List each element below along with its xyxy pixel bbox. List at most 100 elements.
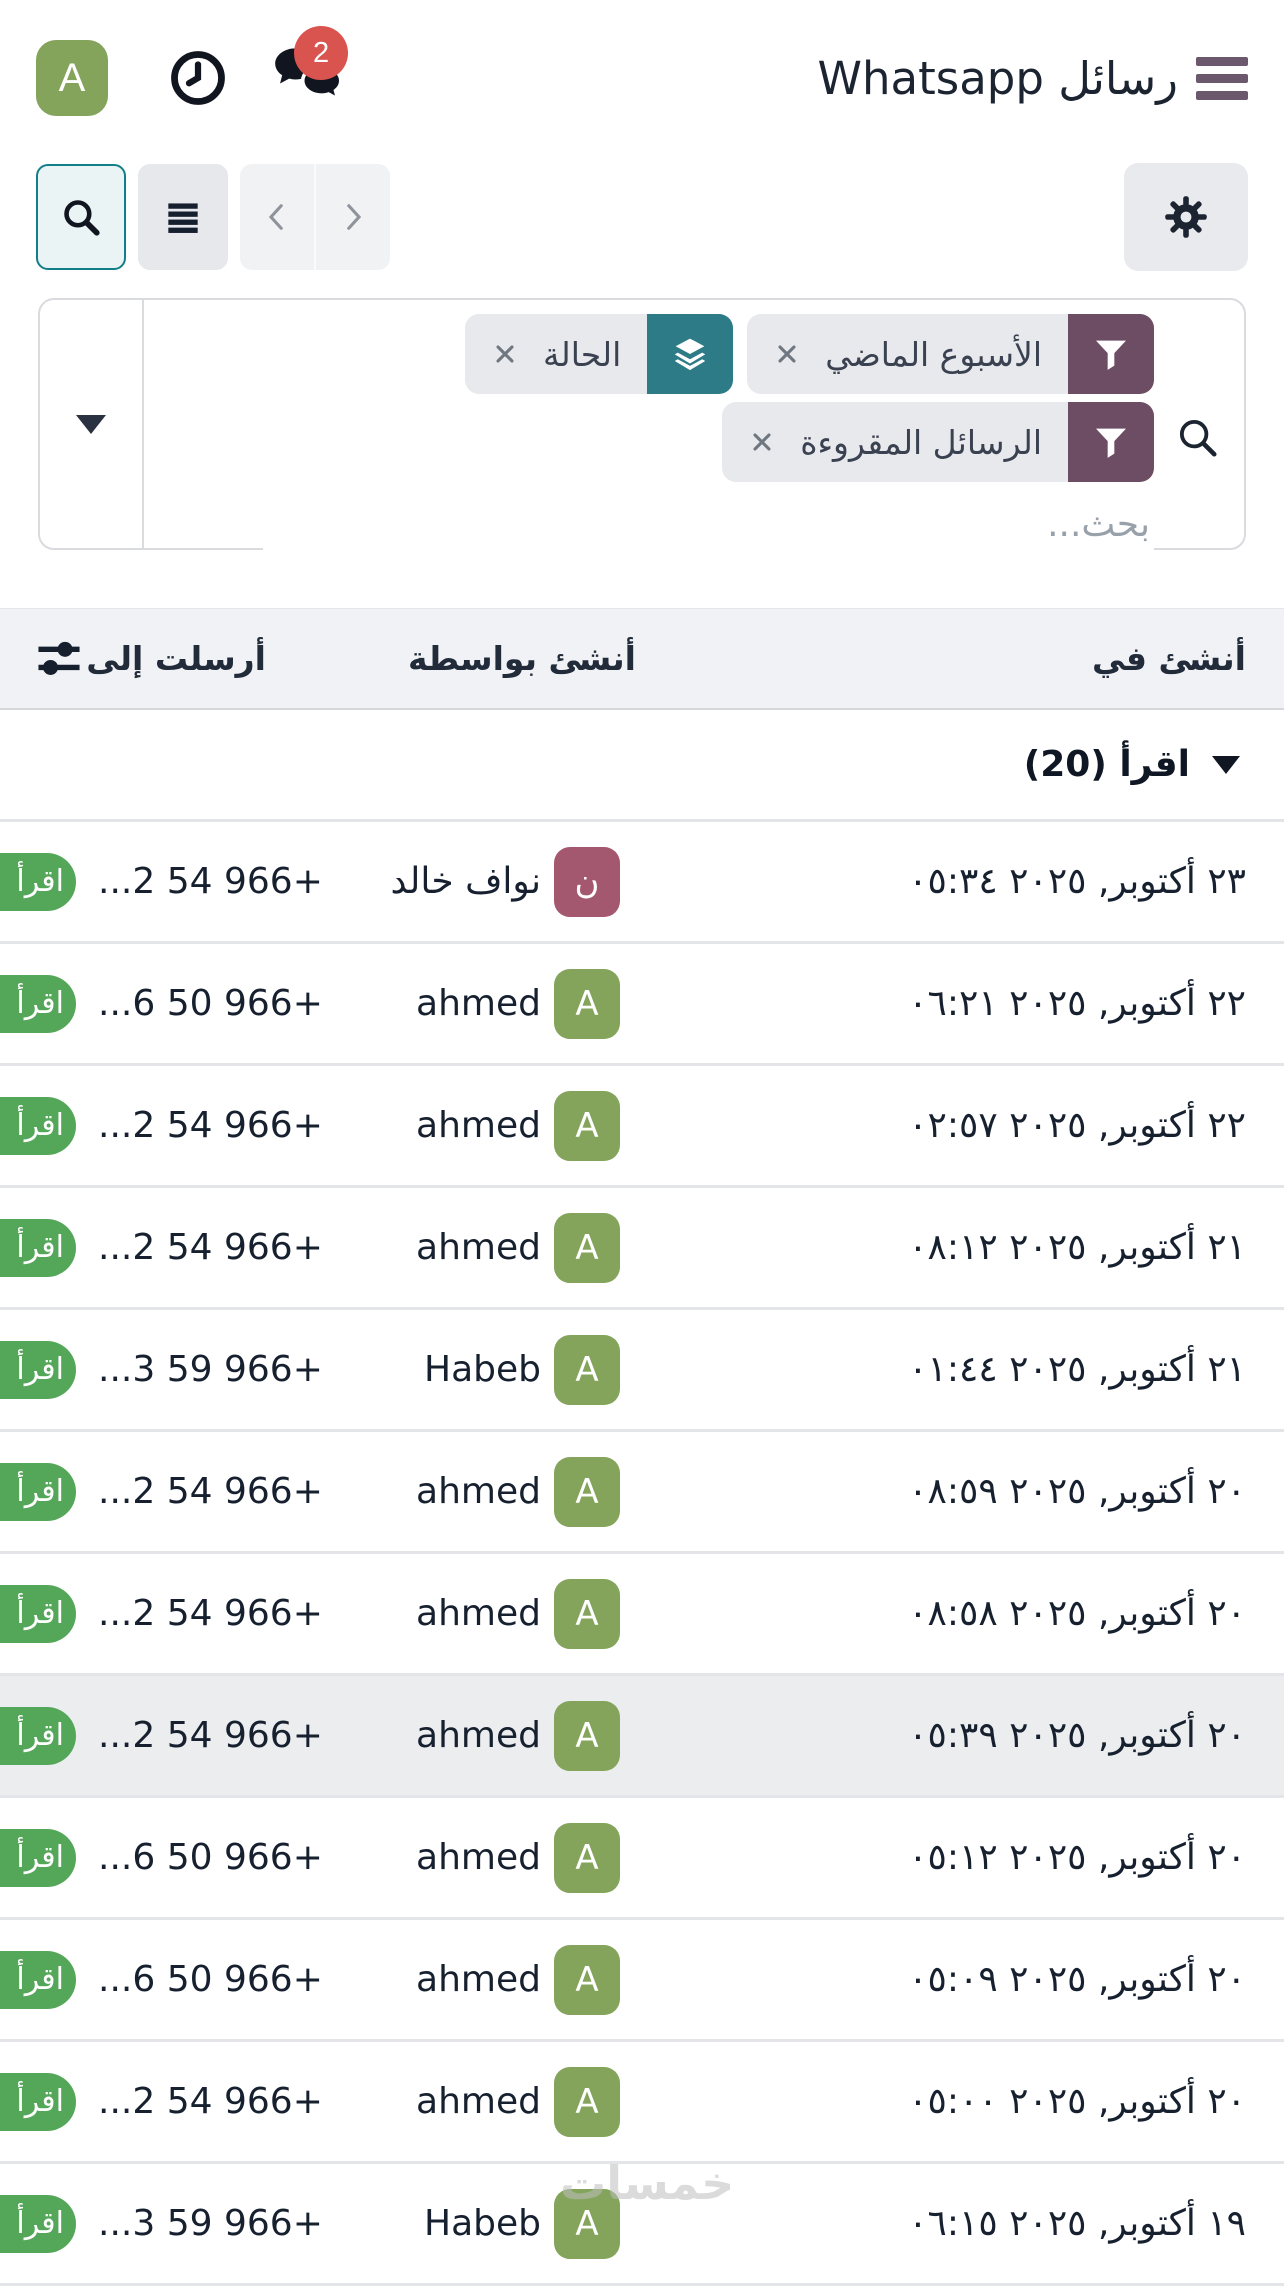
created-by-cell: A ahmed xyxy=(376,1944,636,2015)
facet-area: الأسبوع الماضي الحالة xyxy=(144,300,1244,550)
facet-last-week[interactable]: الأسبوع الماضي xyxy=(747,314,1154,394)
sent-to-cell: +966 54 2... xyxy=(98,1715,323,1756)
chevron-left-icon xyxy=(259,197,295,237)
status-badge: اقرأ xyxy=(0,974,76,1033)
creator-name: ahmed xyxy=(416,2081,541,2122)
status-badge: اقرأ xyxy=(0,2194,76,2253)
column-header-created-on[interactable]: أنشئ في xyxy=(1091,639,1246,678)
status-badge: اقرأ xyxy=(0,1462,76,1521)
list-view-button[interactable] xyxy=(138,164,228,270)
table-row[interactable]: ٢٠ أكتوبر, ٢٠٢٥ ٠٥:٠٩ A ahmed +966 50 6.… xyxy=(0,1920,1284,2042)
status-badge: اقرأ xyxy=(0,1340,76,1399)
optional-columns-button[interactable] xyxy=(30,630,88,688)
activities-button[interactable] xyxy=(168,48,228,108)
created-by-cell: A Habeb xyxy=(376,1334,636,1405)
status-badge: اقرأ xyxy=(0,1096,76,1155)
table-row[interactable]: ٢٠ أكتوبر, ٢٠٢٥ ٠٥:٠٠ A ahmed +966 54 2.… xyxy=(0,2042,1284,2164)
sent-to-cell: +966 50 6... xyxy=(98,1959,323,2000)
creator-avatar: A xyxy=(554,1456,620,1527)
created-on-cell: ١٩ أكتوبر, ٢٠٢٥ ٠٦:١٥ xyxy=(908,2203,1246,2244)
search-input[interactable] xyxy=(263,498,1154,550)
status-badge: اقرأ xyxy=(0,1950,76,2009)
table-row[interactable]: ٢٠ أكتوبر, ٢٠٢٥ ٠٨:٥٩ A ahmed +966 54 2.… xyxy=(0,1432,1284,1554)
clock-icon xyxy=(168,48,228,108)
search-toggle-button[interactable] xyxy=(36,164,126,270)
created-on-cell: ٢٠ أكتوبر, ٢٠٢٥ ٠٨:٥٩ xyxy=(908,1471,1246,1512)
sent-to-cell: +966 54 2... xyxy=(98,861,323,902)
status-badge: اقرأ xyxy=(0,1584,76,1643)
table-row[interactable]: ٢١ أكتوبر, ٢٠٢٥ ٠٨:١٢ A ahmed +966 54 2.… xyxy=(0,1188,1284,1310)
group-label: اقرأ (20) xyxy=(1023,744,1190,785)
caret-down-icon xyxy=(76,414,106,434)
status-badge: اقرأ xyxy=(0,2072,76,2131)
search-dropdown-toggle[interactable] xyxy=(40,300,144,548)
sent-to-cell: +966 50 6... xyxy=(98,983,323,1024)
status-badge: اقرأ xyxy=(0,1706,76,1765)
remove-facet-button[interactable] xyxy=(773,340,801,368)
creator-avatar: ن xyxy=(554,846,620,917)
search-filter-box: الأسبوع الماضي الحالة xyxy=(38,298,1246,550)
table-row[interactable]: ٢٢ أكتوبر, ٢٠٢٥ ٠٢:٥٧ A ahmed +966 54 2.… xyxy=(0,1066,1284,1188)
table-row[interactable]: ٢٠ أكتوبر, ٢٠٢٥ ٠٥:١٢ A ahmed +966 50 6.… xyxy=(0,1798,1284,1920)
creator-name: ahmed xyxy=(416,1105,541,1146)
creator-name: Habeb xyxy=(424,1349,541,1390)
table-body: ٢٣ أكتوبر, ٢٠٢٥ ٠٥:٣٤ ن نواف خالد +966 5… xyxy=(0,822,1284,2286)
creator-name: ahmed xyxy=(416,1593,541,1634)
table-row[interactable]: ٢١ أكتوبر, ٢٠٢٥ ٠١:٤٤ A Habeb +966 59 3.… xyxy=(0,1310,1284,1432)
creator-avatar: A xyxy=(554,1578,620,1649)
sent-to-cell: +966 54 2... xyxy=(98,2081,323,2122)
filter-funnel-icon xyxy=(1068,314,1154,394)
sent-to-cell: +966 54 2... xyxy=(98,1227,323,1268)
facet-status-groupby[interactable]: الحالة xyxy=(464,314,734,394)
messages-button[interactable]: 2 xyxy=(272,26,348,110)
created-on-cell: ٢٠ أكتوبر, ٢٠٢٥ ٠٨:٥٨ xyxy=(908,1593,1246,1634)
created-on-cell: ٢٢ أكتوبر, ٢٠٢٥ ٠٢:٥٧ xyxy=(908,1105,1246,1146)
creator-avatar: A xyxy=(554,2066,620,2137)
status-badge: اقرأ xyxy=(0,852,76,911)
filter-funnel-icon xyxy=(1068,402,1154,482)
notification-badge: 2 xyxy=(294,26,348,80)
hamburger-icon xyxy=(1196,56,1248,66)
created-on-cell: ٢٣ أكتوبر, ٢٠٢٥ ٠٥:٣٤ xyxy=(908,861,1246,902)
facet-label: الحالة xyxy=(542,334,622,374)
creator-avatar: A xyxy=(554,1334,620,1405)
hamburger-menu-button[interactable] xyxy=(1196,56,1248,100)
creator-name: ahmed xyxy=(416,1837,541,1878)
creator-name: نواف خالد xyxy=(390,861,541,902)
created-by-cell: A ahmed xyxy=(376,1212,636,1283)
table-row[interactable]: ١٩ أكتوبر, ٢٠٢٥ ٠٦:١٥ A Habeb +966 59 3.… xyxy=(0,2164,1284,2286)
user-avatar[interactable]: A xyxy=(36,40,108,116)
created-by-cell: A ahmed xyxy=(376,1578,636,1649)
pager-next-button[interactable] xyxy=(316,164,390,270)
remove-facet-button[interactable] xyxy=(491,340,519,368)
created-on-cell: ٢٠ أكتوبر, ٢٠٢٥ ٠٥:١٢ xyxy=(908,1837,1246,1878)
sent-to-cell: +966 54 2... xyxy=(98,1593,323,1634)
table-row[interactable]: ٢٢ أكتوبر, ٢٠٢٥ ٠٦:٢١ A ahmed +966 50 6.… xyxy=(0,944,1284,1066)
page-title: رسائل Whatsapp xyxy=(817,51,1178,105)
facet-read-messages[interactable]: الرسائل المقروءة xyxy=(722,402,1154,482)
layer-stack-icon xyxy=(647,314,734,394)
created-by-cell: ن نواف خالد xyxy=(376,846,636,917)
settings-button[interactable] xyxy=(1124,163,1248,271)
column-header-created-by[interactable]: أنشئ بواسطة xyxy=(407,639,636,678)
pager xyxy=(240,164,390,270)
pager-previous-button[interactable] xyxy=(240,164,316,270)
created-on-cell: ٢٠ أكتوبر, ٢٠٢٥ ٠٥:٠٠ xyxy=(908,2081,1246,2122)
created-by-cell: A ahmed xyxy=(376,1090,636,1161)
facet-label: الأسبوع الماضي xyxy=(825,334,1042,374)
status-badge: اقرأ xyxy=(0,1828,76,1887)
created-by-cell: A Habeb xyxy=(376,2188,636,2259)
column-header-sent-to[interactable]: أرسلت إلى xyxy=(86,639,266,678)
creator-name: ahmed xyxy=(416,1471,541,1512)
group-row-read[interactable]: اقرأ (20) xyxy=(0,710,1284,822)
remove-facet-button[interactable] xyxy=(748,428,776,456)
table-row[interactable]: ٢٠ أكتوبر, ٢٠٢٥ ٠٨:٥٨ A ahmed +966 54 2.… xyxy=(0,1554,1284,1676)
created-on-cell: ٢١ أكتوبر, ٢٠٢٥ ٠٨:١٢ xyxy=(908,1227,1246,1268)
sliders-icon xyxy=(30,630,88,688)
creator-name: Habeb xyxy=(424,2203,541,2244)
table-row[interactable]: ٢٠ أكتوبر, ٢٠٢٥ ٠٥:٣٩ A ahmed +966 54 2.… xyxy=(0,1676,1284,1798)
creator-avatar: A xyxy=(554,1700,620,1771)
table-row[interactable]: ٢٣ أكتوبر, ٢٠٢٥ ٠٥:٣٤ ن نواف خالد +966 5… xyxy=(0,822,1284,944)
creator-name: ahmed xyxy=(416,983,541,1024)
searchbar-magnifier-icon xyxy=(1174,414,1220,460)
